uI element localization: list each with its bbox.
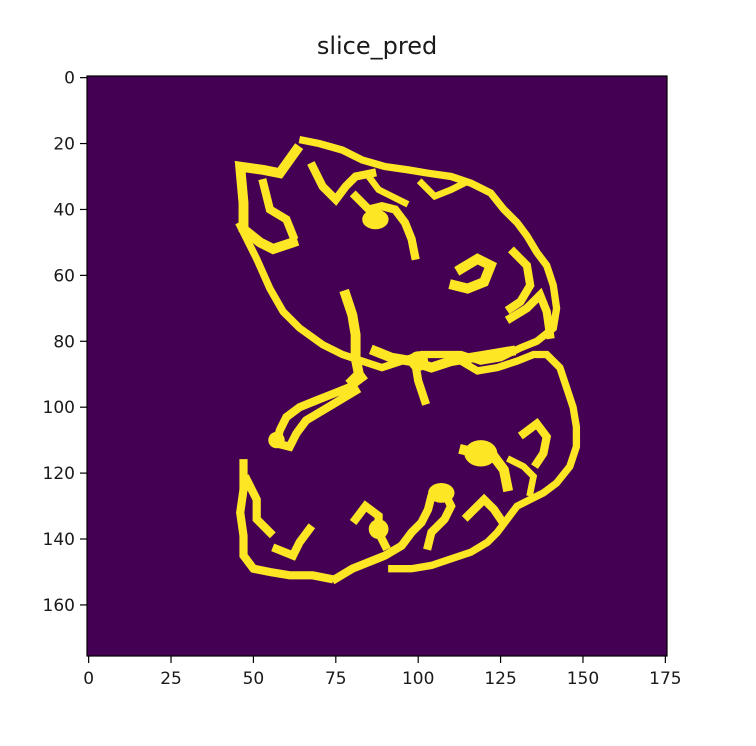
x-tick-label: 0 xyxy=(83,669,94,689)
mask-blob xyxy=(362,209,389,230)
x-tick-label: 150 xyxy=(567,669,599,689)
plot-area xyxy=(87,76,667,656)
y-tick-label: 80 xyxy=(53,332,75,352)
x-tick-label: 125 xyxy=(484,669,516,689)
mask-stroke xyxy=(448,253,497,294)
mask-stroke xyxy=(364,171,410,208)
x-tick-label: 75 xyxy=(325,669,347,689)
mask-stroke xyxy=(517,417,552,469)
y-tick-label: 140 xyxy=(43,530,75,550)
y-tick-label: 0 xyxy=(64,69,75,89)
y-tick-label: 160 xyxy=(43,596,75,616)
mask-stroke xyxy=(234,143,304,255)
mask-stroke xyxy=(368,344,517,373)
mask-stroke xyxy=(235,136,561,372)
y-tick-label: 20 xyxy=(53,135,75,155)
mask-stroke xyxy=(339,288,365,388)
plot-frame xyxy=(86,75,668,657)
chart-title: slice_pred xyxy=(317,32,437,60)
mask-stroke xyxy=(271,523,316,561)
x-tick-label: 25 xyxy=(160,669,182,689)
mask-stroke xyxy=(416,178,469,201)
mask-stroke xyxy=(236,459,335,584)
mask-stroke xyxy=(388,350,581,573)
mask-blob xyxy=(428,483,455,503)
mask-stroke xyxy=(349,190,420,261)
y-axis: 0 20 40 60 80 100 120 140 160 xyxy=(43,69,87,616)
mask-stroke xyxy=(504,287,555,340)
mask-stroke xyxy=(504,246,535,314)
y-tick-label: 40 xyxy=(53,200,75,220)
y-tick-label: 60 xyxy=(53,266,75,286)
mask-blob xyxy=(268,431,285,449)
mask-stroke xyxy=(330,483,444,585)
mask-blob xyxy=(368,519,389,539)
mask-blob xyxy=(464,440,498,467)
mask-stroke xyxy=(506,455,538,497)
mask-stroke xyxy=(461,493,507,525)
x-tick-label: 50 xyxy=(243,669,265,689)
mask-stroke xyxy=(423,487,456,551)
mask-blob xyxy=(408,351,429,371)
mask-stroke xyxy=(258,178,299,242)
y-tick-label: 120 xyxy=(43,464,75,484)
x-tick-label: 100 xyxy=(402,669,434,689)
mask-stroke xyxy=(307,161,377,206)
mask-stroke xyxy=(241,474,276,539)
x-axis: 0 25 50 75 100 125 150 175 xyxy=(83,656,682,689)
y-tick-label: 100 xyxy=(43,398,75,418)
x-tick-label: 175 xyxy=(649,669,681,689)
segmentation-mask xyxy=(234,136,581,585)
